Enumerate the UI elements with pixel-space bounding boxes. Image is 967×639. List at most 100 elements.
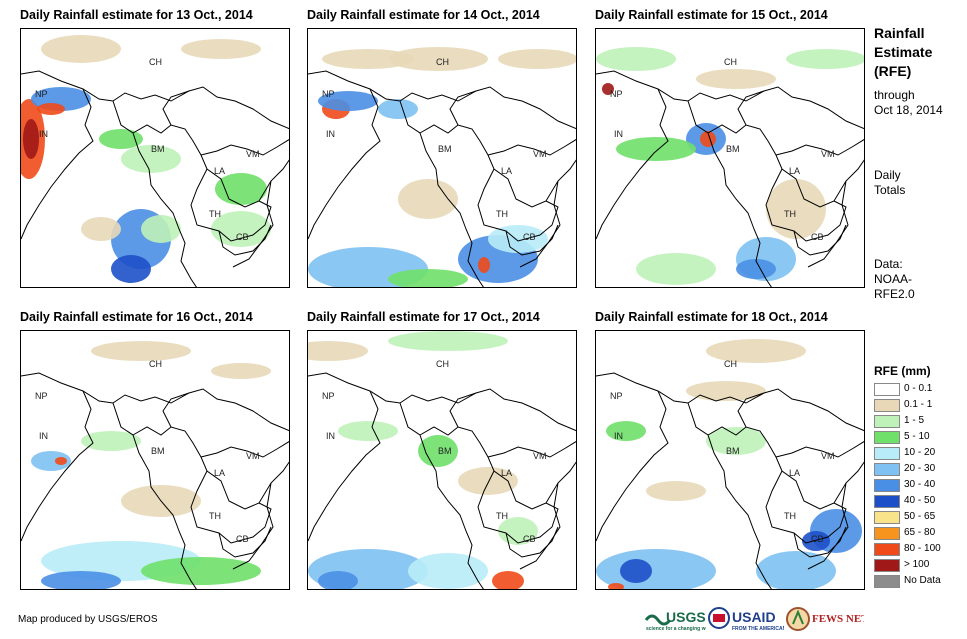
- country-border: [21, 88, 94, 240]
- legend-label: 1 - 5: [904, 415, 925, 426]
- country-label: CB: [236, 232, 249, 242]
- rainfall-area: [706, 339, 806, 363]
- country-label: CB: [523, 232, 536, 242]
- country-border: [596, 70, 864, 130]
- legend-item: 40 - 50: [874, 494, 964, 510]
- rainfall-area: [141, 215, 181, 243]
- country-border: [21, 70, 289, 130]
- rainfall-area: [646, 481, 706, 501]
- country-label: TH: [784, 511, 796, 521]
- rainfall-area: [41, 35, 121, 63]
- country-border: [218, 224, 272, 256]
- legend-swatch: [874, 399, 900, 412]
- legend-swatch: [874, 511, 900, 524]
- rainfall-area: [706, 427, 766, 455]
- usgs-logo-text: USGS: [666, 609, 706, 625]
- map-panel: Daily Rainfall estimate for 16 Oct., 201…: [20, 310, 290, 590]
- map-panel: Daily Rainfall estimate for 13 Oct., 201…: [20, 8, 290, 288]
- legend-label: 80 - 100: [904, 543, 941, 554]
- legend-item: 10 - 20: [874, 446, 964, 462]
- rainfall-map: CH NP IN BM VM LA TH CB: [20, 330, 290, 590]
- rainfall-area: [181, 39, 261, 59]
- country-border: [807, 482, 849, 570]
- rainfall-area: [31, 451, 71, 471]
- country-border: [775, 139, 864, 156]
- fewsnet-logo-text: FEWS NET: [812, 613, 864, 625]
- rainfall-area: [736, 259, 776, 279]
- legend-label: 30 - 40: [904, 479, 936, 490]
- legend-swatch: [874, 495, 900, 508]
- legend-label: 5 - 10: [904, 431, 930, 442]
- rainfall-area: [318, 91, 378, 111]
- legend-item: 5 - 10: [874, 430, 964, 446]
- country-label: IN: [614, 129, 623, 139]
- rainfall-map: CH NP IN BM VM LA TH CB: [307, 330, 577, 590]
- country-border: [505, 224, 559, 256]
- country-label: IN: [326, 431, 335, 441]
- country-label: BM: [438, 144, 452, 154]
- country-border: [807, 180, 849, 268]
- rainfall-area: [766, 179, 826, 239]
- map-panel: Daily Rainfall estimate for 15 Oct., 201…: [595, 8, 865, 288]
- legend-label: > 100: [904, 559, 930, 570]
- country-border: [21, 372, 289, 432]
- country-label: IN: [614, 431, 623, 441]
- country-border: [200, 139, 289, 156]
- rainfall-area: [596, 47, 676, 71]
- panel-title: Daily Rainfall estimate for 14 Oct., 201…: [307, 8, 540, 22]
- legend-swatch: [874, 415, 900, 428]
- rainfall-area: [141, 557, 261, 585]
- country-label: BM: [151, 446, 165, 456]
- country-border: [793, 526, 847, 558]
- legend-swatch: [874, 559, 900, 572]
- legend-item: 30 - 40: [874, 478, 964, 494]
- country-border: [596, 88, 669, 240]
- rainfall-area: [636, 253, 716, 285]
- rainfall-map: CH NP IN BM VM LA TH CB: [307, 28, 577, 288]
- country-label: NP: [610, 391, 623, 401]
- country-border: [200, 441, 289, 458]
- country-border: [765, 470, 847, 544]
- rainfall-area: [620, 559, 652, 583]
- country-border: [519, 180, 561, 268]
- legend-item: 0 - 0.1: [874, 382, 964, 398]
- rainfall-area: [81, 431, 141, 451]
- legend-swatch: [874, 447, 900, 460]
- country-label: TH: [496, 209, 508, 219]
- rainfall-area: [322, 49, 414, 69]
- country-label: NP: [35, 89, 48, 99]
- country-border: [232, 482, 274, 570]
- country-label: NP: [35, 391, 48, 401]
- country-label: TH: [784, 209, 796, 219]
- country-label: CB: [236, 534, 249, 544]
- legend-item: 0.1 - 1: [874, 398, 964, 414]
- legend-label: 50 - 65: [904, 511, 936, 522]
- rainfall-area: [308, 341, 368, 361]
- rainfall-area: [602, 83, 614, 95]
- legend-swatch: [874, 383, 900, 396]
- country-border: [505, 526, 559, 558]
- rainfall-area: [121, 145, 181, 173]
- rainfall-area: [318, 571, 358, 589]
- country-border: [737, 392, 765, 428]
- country-border: [793, 224, 847, 256]
- legend-label: 40 - 50: [904, 495, 936, 506]
- country-label: TH: [209, 209, 221, 219]
- legend-swatch: [874, 575, 900, 588]
- usaid-logo: USAID FROM THE AMERICAN PEOPLE: [708, 606, 809, 632]
- rainfall-area: [111, 255, 151, 283]
- rainfall-area: [408, 553, 488, 589]
- country-border: [596, 390, 669, 542]
- usgs-logo: USGS science for a changing world: [644, 606, 715, 632]
- legend-swatch: [874, 463, 900, 476]
- usaid-logo-text: USAID: [732, 609, 776, 625]
- country-border: [596, 372, 864, 432]
- country-border: [487, 441, 576, 458]
- country-border: [218, 526, 272, 558]
- legend-item: 1 - 5: [874, 414, 964, 430]
- sidebar-through: through Oct 18, 2014: [874, 88, 943, 117]
- panel-title: Daily Rainfall estimate for 18 Oct., 201…: [595, 310, 828, 324]
- country-border: [449, 90, 477, 126]
- legend-item: > 100: [874, 558, 964, 574]
- rainfall-area: [458, 467, 518, 495]
